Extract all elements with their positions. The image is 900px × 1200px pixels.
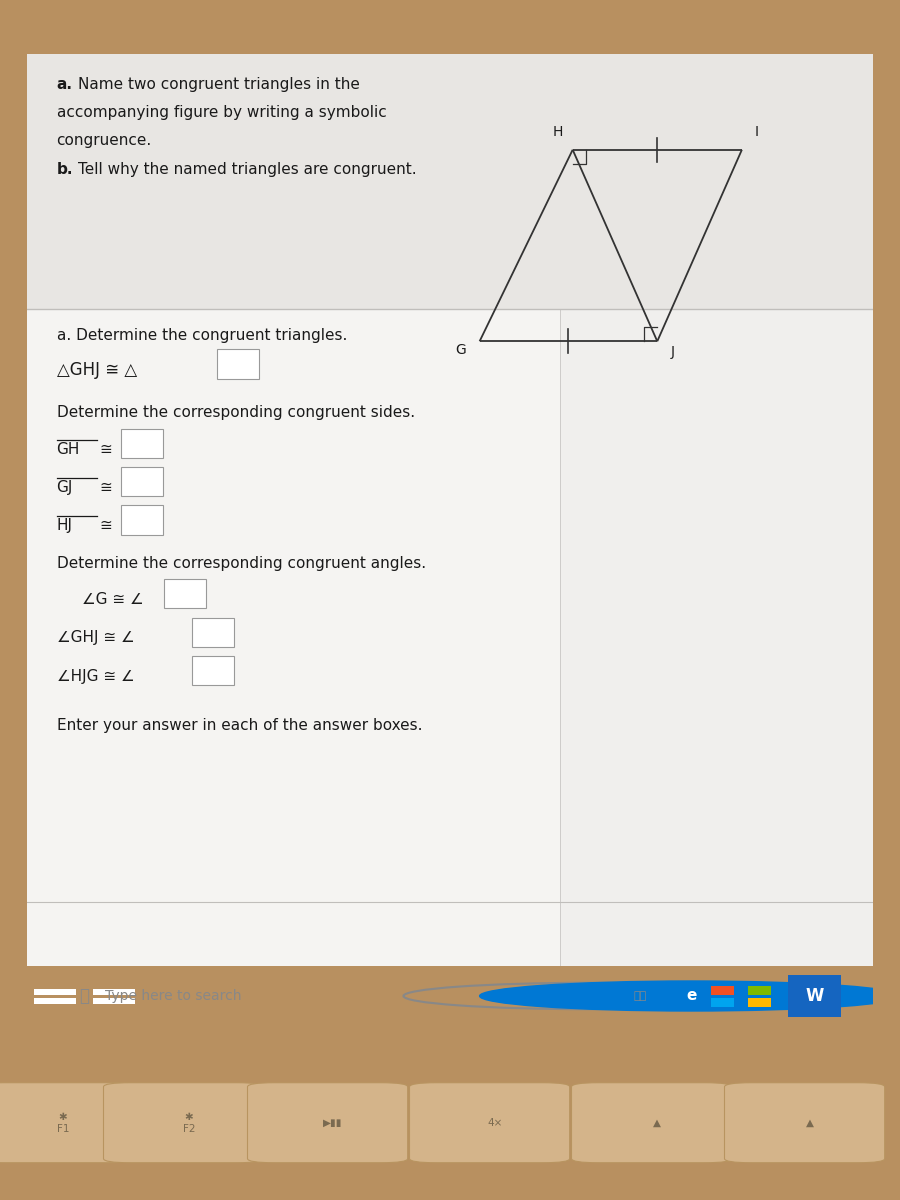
Text: e: e [686, 989, 697, 1003]
Text: ▲: ▲ [653, 1117, 661, 1128]
Text: a.: a. [57, 77, 73, 92]
Text: b.: b. [57, 162, 73, 176]
Text: ⌕: ⌕ [79, 986, 89, 1006]
Bar [748, 998, 771, 1008]
Text: ▶▮▮: ▶▮▮ [323, 1117, 343, 1128]
Bar [34, 989, 76, 995]
Circle shape [480, 982, 900, 1010]
FancyBboxPatch shape [410, 1082, 570, 1163]
FancyBboxPatch shape [121, 505, 163, 535]
Text: G: G [455, 343, 466, 358]
Text: congruence.: congruence. [57, 133, 152, 149]
Text: ≅: ≅ [100, 442, 112, 456]
Bar [711, 998, 734, 1008]
FancyBboxPatch shape [572, 1082, 732, 1163]
Bar [93, 989, 135, 995]
Text: Determine the corresponding congruent sides.: Determine the corresponding congruent si… [57, 406, 415, 420]
FancyBboxPatch shape [164, 580, 206, 608]
FancyBboxPatch shape [27, 310, 560, 966]
FancyBboxPatch shape [248, 1082, 408, 1163]
Bar [748, 986, 771, 996]
Text: J: J [670, 346, 674, 359]
Text: HJ: HJ [57, 518, 73, 533]
Text: ✱
F2: ✱ F2 [183, 1112, 195, 1134]
FancyBboxPatch shape [724, 1082, 885, 1163]
Bar [711, 986, 734, 996]
FancyBboxPatch shape [121, 428, 163, 458]
Bar [93, 998, 135, 1004]
FancyBboxPatch shape [27, 54, 873, 966]
Text: I: I [755, 125, 759, 138]
Text: Type here to search: Type here to search [104, 989, 241, 1003]
Text: Tell why the named triangles are congruent.: Tell why the named triangles are congrue… [77, 162, 417, 176]
Text: GH: GH [57, 442, 80, 456]
Text: ≅: ≅ [100, 518, 112, 533]
Text: Enter your answer in each of the answer boxes.: Enter your answer in each of the answer … [57, 718, 422, 733]
Text: H: H [553, 125, 562, 138]
Text: W: W [806, 986, 824, 1006]
Text: ≅: ≅ [100, 480, 112, 494]
FancyBboxPatch shape [0, 1082, 138, 1163]
Text: accompanying figure by writing a symbolic: accompanying figure by writing a symboli… [57, 106, 386, 120]
FancyBboxPatch shape [27, 54, 873, 310]
Text: GJ: GJ [57, 480, 73, 494]
FancyBboxPatch shape [217, 349, 259, 379]
Bar [34, 998, 76, 1004]
Text: △GHJ ≅ △: △GHJ ≅ △ [57, 361, 137, 379]
Text: ∠HJG ≅ ∠: ∠HJG ≅ ∠ [57, 668, 134, 684]
Text: ✱
F1: ✱ F1 [57, 1112, 69, 1134]
Text: ∠G ≅ ∠: ∠G ≅ ∠ [82, 592, 144, 607]
Text: Name two congruent triangles in the: Name two congruent triangles in the [77, 77, 360, 92]
FancyBboxPatch shape [788, 974, 841, 1018]
Text: a. Determine the congruent triangles.: a. Determine the congruent triangles. [57, 328, 347, 343]
FancyBboxPatch shape [192, 618, 234, 647]
Text: ⬜⬜: ⬜⬜ [634, 991, 647, 1001]
Text: ▲: ▲ [806, 1117, 814, 1128]
Text: 4×: 4× [487, 1117, 503, 1128]
FancyBboxPatch shape [121, 467, 163, 497]
FancyBboxPatch shape [104, 1082, 264, 1163]
Text: ∠GHJ ≅ ∠: ∠GHJ ≅ ∠ [57, 630, 134, 646]
Text: Determine the corresponding congruent angles.: Determine the corresponding congruent an… [57, 556, 426, 570]
FancyBboxPatch shape [192, 656, 234, 685]
